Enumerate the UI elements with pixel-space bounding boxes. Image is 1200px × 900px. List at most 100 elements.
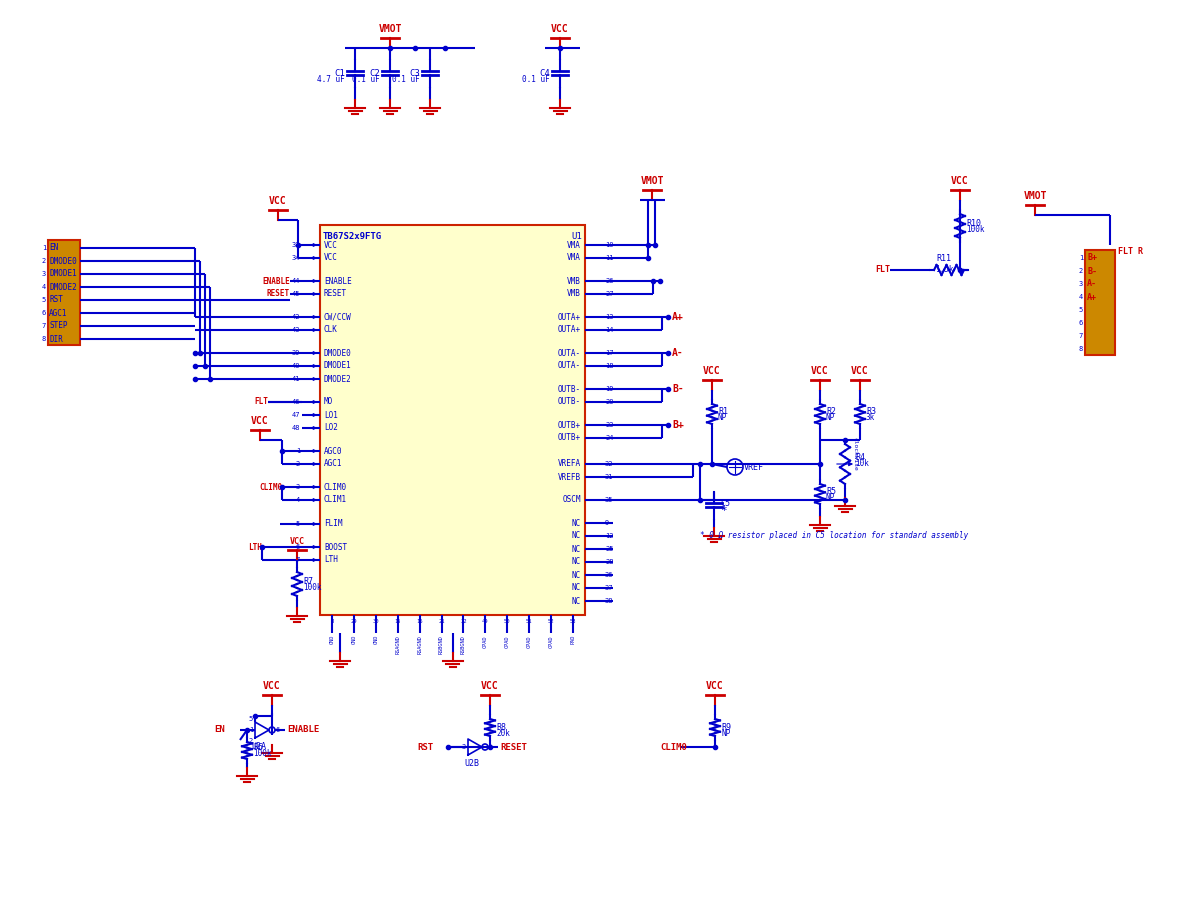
Text: FLT: FLT (875, 266, 890, 274)
Text: OUTB-: OUTB- (558, 384, 581, 393)
Text: 8: 8 (1079, 346, 1084, 352)
Text: VREF: VREF (744, 463, 764, 472)
Text: 25: 25 (605, 546, 613, 552)
Text: 21: 21 (438, 619, 445, 624)
Text: DMODE1: DMODE1 (324, 362, 352, 371)
Text: 23: 23 (605, 422, 613, 428)
Text: 41: 41 (292, 376, 300, 382)
Text: 30: 30 (372, 619, 379, 624)
Text: OUTA+: OUTA+ (558, 326, 581, 335)
Text: CLIM0: CLIM0 (259, 482, 282, 491)
Text: 11: 11 (605, 255, 613, 261)
Text: A+: A+ (672, 312, 684, 322)
Text: 100k: 100k (253, 750, 271, 759)
Text: RSAGND: RSAGND (395, 635, 401, 653)
Text: 7: 7 (1079, 333, 1084, 339)
Text: 52: 52 (548, 619, 554, 624)
Text: 3: 3 (295, 484, 300, 490)
Text: 10: 10 (605, 242, 613, 248)
Text: C4: C4 (539, 68, 550, 77)
Text: CPAD: CPAD (527, 635, 532, 647)
Text: clockwise: clockwise (852, 437, 857, 471)
Text: OUTB+: OUTB+ (558, 420, 581, 429)
Text: 6: 6 (275, 727, 280, 733)
Text: 43: 43 (292, 327, 300, 333)
Text: 2: 2 (295, 461, 300, 467)
Text: VMB: VMB (568, 276, 581, 285)
Text: 51: 51 (526, 619, 533, 624)
Text: LO2: LO2 (324, 424, 338, 433)
Text: 50: 50 (504, 619, 510, 624)
Text: DIR: DIR (49, 335, 62, 344)
Text: 9: 9 (605, 520, 610, 526)
Text: 22: 22 (461, 619, 467, 624)
Text: LO1: LO1 (324, 410, 338, 419)
Text: 27: 27 (605, 291, 613, 297)
Text: B-: B- (672, 384, 684, 394)
Text: U2A: U2A (252, 742, 266, 751)
Text: VCC: VCC (324, 254, 338, 263)
Text: 6: 6 (1079, 320, 1084, 326)
Text: OSCM: OSCM (563, 496, 581, 505)
Text: 39: 39 (292, 350, 300, 356)
Text: A+: A+ (1087, 292, 1097, 302)
Text: 49: 49 (482, 619, 488, 624)
Text: NC: NC (571, 597, 581, 606)
Text: R6: R6 (253, 743, 263, 752)
Text: DMODE0: DMODE0 (49, 256, 77, 266)
Text: 46: 46 (292, 399, 300, 405)
Text: 5: 5 (1079, 307, 1084, 313)
Bar (1085, 250, 1115, 355)
Text: 17: 17 (605, 350, 613, 356)
Text: AGC1: AGC1 (324, 460, 342, 469)
Text: 6: 6 (42, 310, 46, 316)
Text: 19: 19 (605, 386, 613, 392)
Text: VCC: VCC (481, 681, 499, 691)
Text: AGC1: AGC1 (49, 309, 67, 318)
Text: RSAGND: RSAGND (418, 635, 422, 653)
Text: EN: EN (49, 244, 59, 253)
Text: *: * (720, 506, 727, 516)
Text: VREFB: VREFB (558, 472, 581, 482)
Text: 0.1 uF: 0.1 uF (522, 75, 550, 84)
Text: OUTA+: OUTA+ (558, 312, 581, 321)
Text: CW/CCW: CW/CCW (324, 312, 352, 321)
Text: 3: 3 (1079, 281, 1084, 287)
Text: VCC: VCC (263, 681, 281, 691)
Text: VCC: VCC (289, 537, 305, 546)
Text: 45: 45 (292, 291, 300, 297)
Text: VMOT: VMOT (641, 176, 664, 186)
Text: VMOT: VMOT (1024, 191, 1046, 201)
Text: 53: 53 (570, 619, 576, 624)
Text: 47: 47 (292, 412, 300, 418)
Text: R8: R8 (496, 723, 506, 732)
Text: R4: R4 (854, 454, 865, 463)
Text: 2: 2 (42, 258, 46, 264)
Text: VMA: VMA (568, 240, 581, 249)
Text: 4: 4 (42, 284, 46, 290)
Text: 16: 16 (416, 619, 422, 624)
Text: R9: R9 (721, 723, 731, 732)
Text: R2: R2 (826, 408, 836, 417)
Text: RSBGND: RSBGND (461, 635, 466, 653)
Text: ENABLE: ENABLE (287, 725, 319, 734)
Text: RESET: RESET (266, 290, 290, 299)
Text: 4.7 uF: 4.7 uF (317, 75, 346, 84)
Text: 15: 15 (395, 619, 401, 624)
Text: NC: NC (571, 532, 581, 541)
Text: 6: 6 (295, 544, 300, 550)
Text: VREFA: VREFA (558, 460, 581, 469)
Text: VCC: VCC (703, 366, 721, 376)
Text: CPAD: CPAD (482, 635, 488, 647)
Text: RST: RST (49, 295, 62, 304)
Text: STEP: STEP (49, 321, 67, 330)
Text: C3: C3 (409, 68, 420, 77)
Text: R5: R5 (826, 488, 836, 497)
Text: NP: NP (718, 413, 727, 422)
Text: B+: B+ (672, 420, 684, 430)
Text: RESET: RESET (500, 742, 527, 752)
Text: GND: GND (352, 635, 356, 644)
Text: 4: 4 (488, 744, 492, 750)
Text: 4: 4 (295, 497, 300, 503)
Text: 13: 13 (605, 314, 613, 320)
